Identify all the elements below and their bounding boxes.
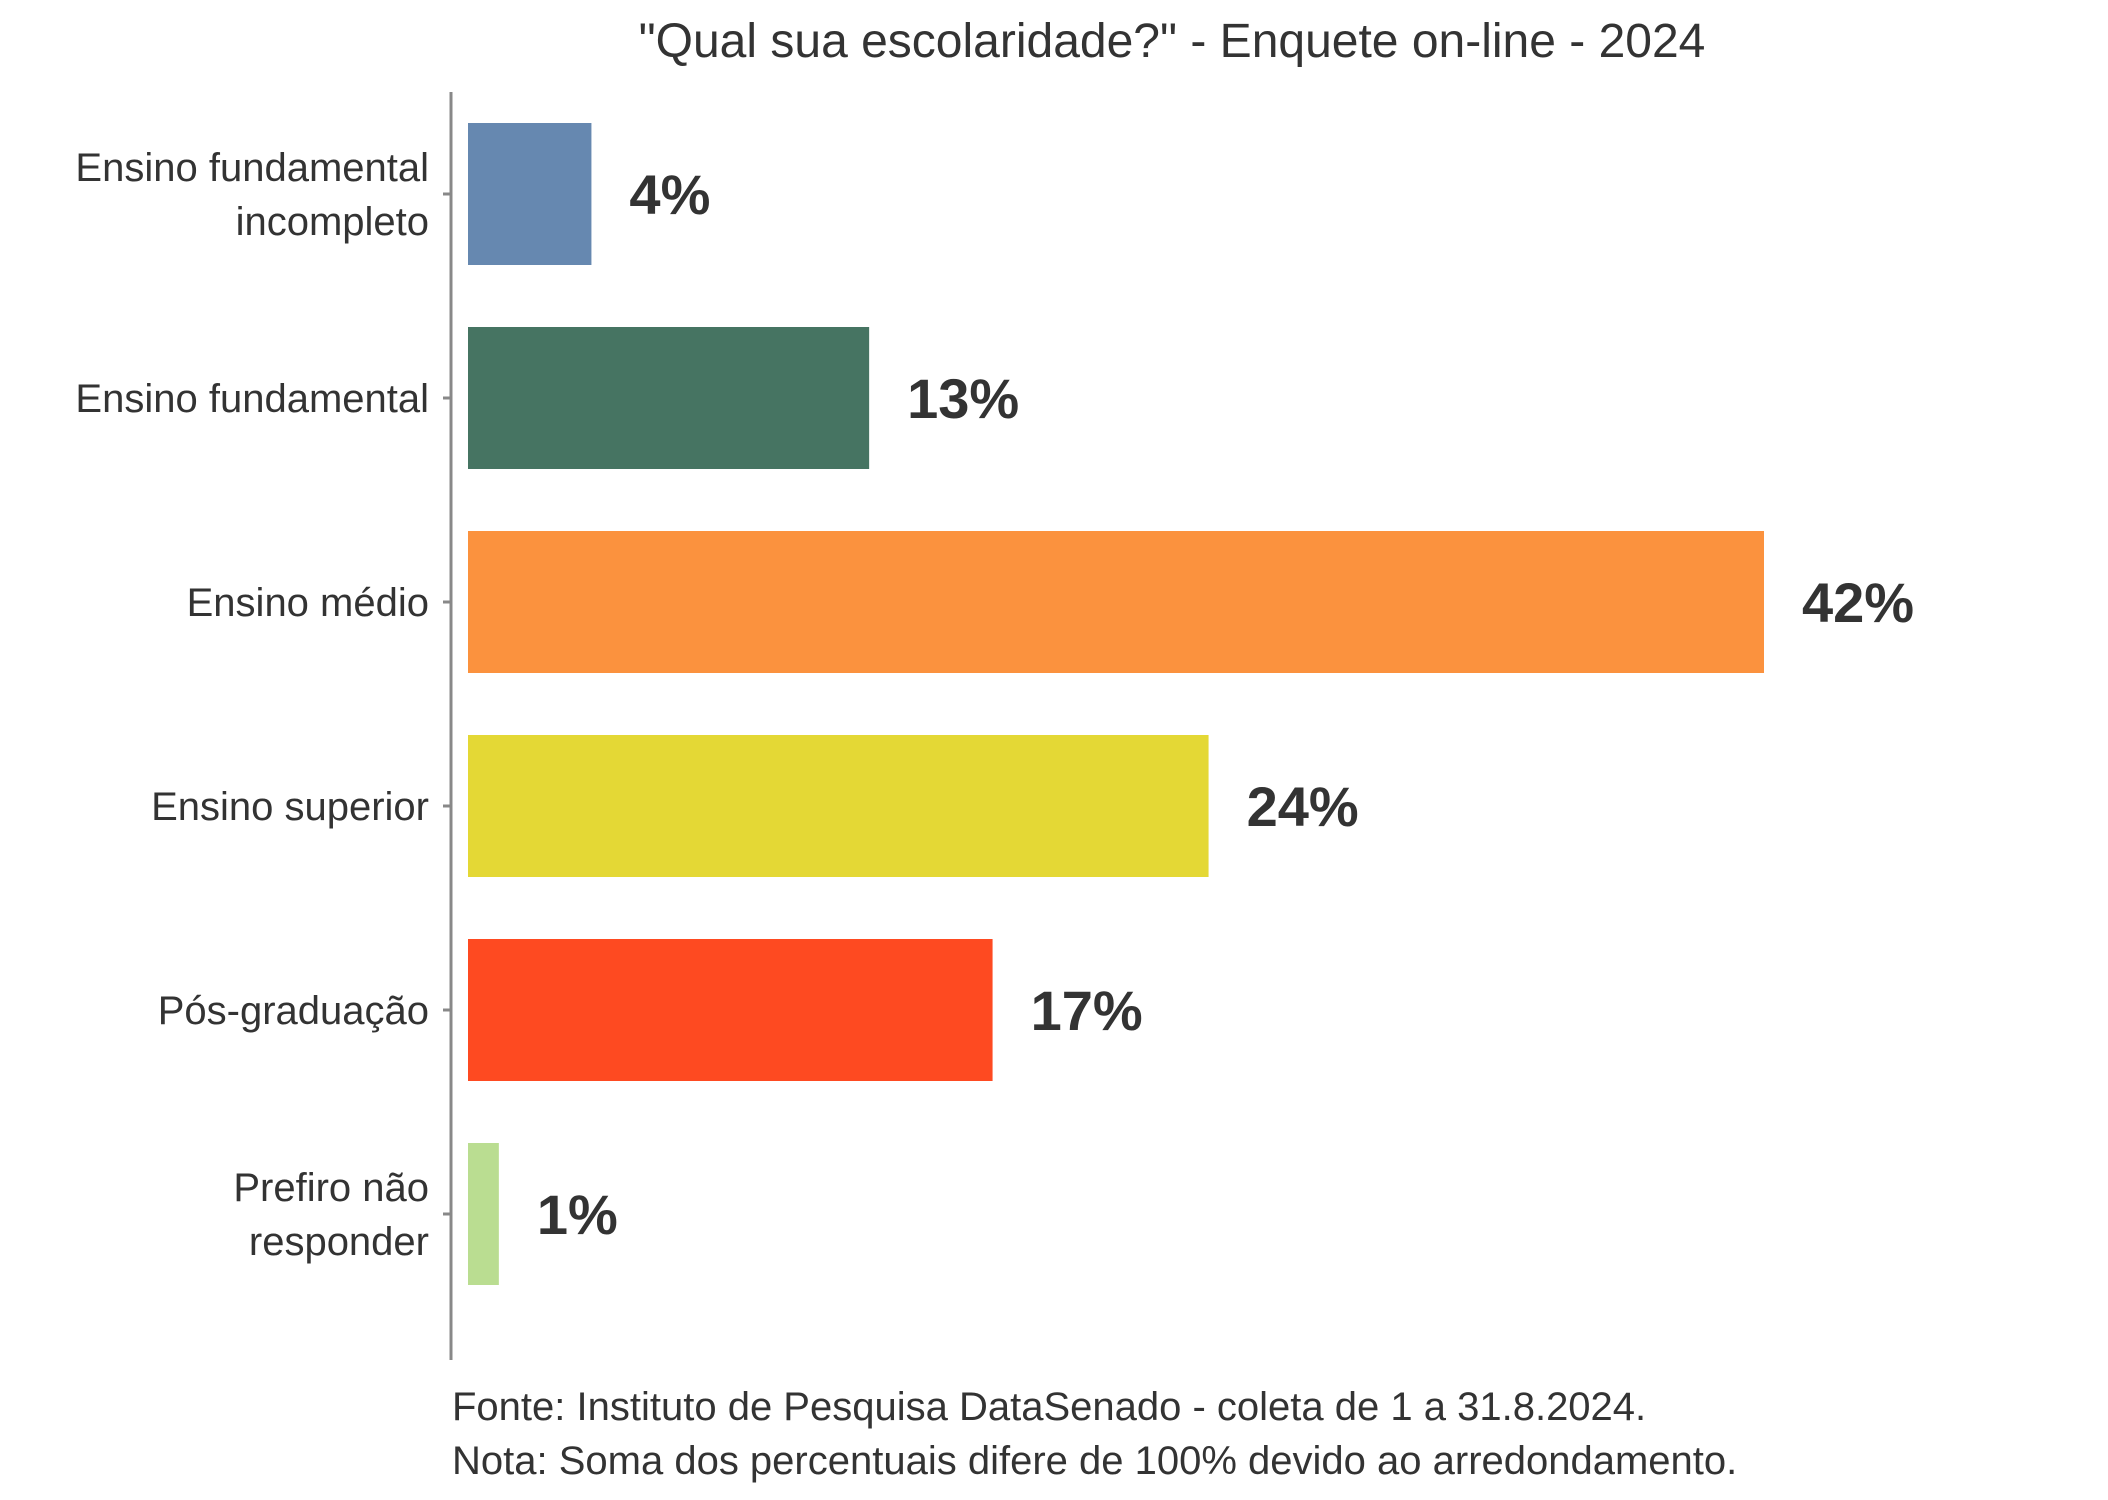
data-label: 1% <box>537 1183 618 1246</box>
category-label: Prefiro não responder <box>233 1166 429 1264</box>
rounding-note: Nota: Soma dos percentuais difere de 100… <box>452 1439 1737 1483</box>
data-label: 13% <box>907 367 1019 430</box>
data-label: 17% <box>1031 979 1143 1042</box>
category-label: Ensino superior <box>151 785 429 829</box>
data-label: 4% <box>629 163 710 226</box>
category-label: Pós-graduação <box>158 989 429 1033</box>
bar <box>468 123 592 265</box>
bar <box>468 327 870 469</box>
category-label: Ensino médio <box>187 581 429 625</box>
bar <box>468 939 993 1081</box>
chart-title: "Qual sua escolaridade?" - Enquete on-li… <box>639 15 1706 68</box>
bars-group: 4% Ensino fundamental incompleto 13% Ensino … <box>75 123 1914 1285</box>
bar <box>468 1143 499 1285</box>
category-label: Ensino fundamental <box>75 377 429 421</box>
bar <box>468 531 1764 673</box>
data-label: 42% <box>1802 571 1914 634</box>
bar <box>468 735 1209 877</box>
category-label: Ensino fundamental incompleto <box>75 146 429 244</box>
data-label: 24% <box>1247 775 1359 838</box>
source-note: Fonte: Instituto de Pesquisa DataSenado … <box>452 1385 1646 1429</box>
